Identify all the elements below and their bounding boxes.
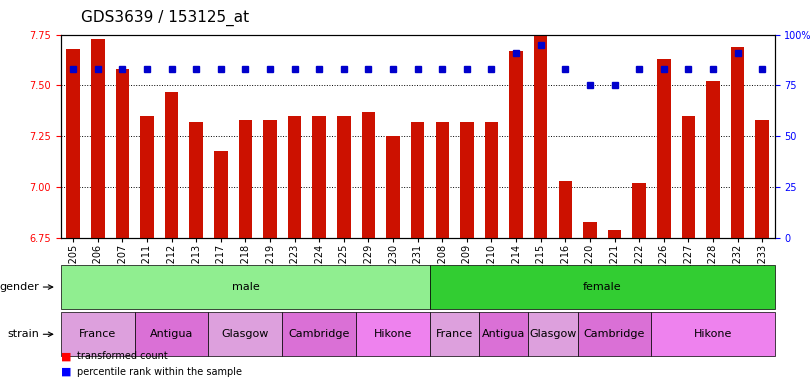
- Bar: [436, 122, 449, 238]
- Bar: [116, 69, 129, 238]
- Bar: [264, 120, 277, 238]
- Text: Glasgow: Glasgow: [221, 329, 269, 339]
- Bar: [190, 122, 203, 238]
- Bar: [214, 151, 228, 238]
- Bar: [460, 122, 474, 238]
- Bar: [559, 181, 572, 238]
- Bar: [67, 49, 80, 238]
- Bar: [681, 116, 695, 238]
- Bar: [165, 91, 178, 238]
- Bar: [485, 122, 498, 238]
- Text: Cambridge: Cambridge: [584, 329, 646, 339]
- Bar: [362, 112, 375, 238]
- Text: Glasgow: Glasgow: [530, 329, 577, 339]
- Bar: [386, 136, 400, 238]
- Bar: [755, 120, 769, 238]
- Text: ■: ■: [61, 351, 71, 361]
- Text: transformed count: transformed count: [77, 351, 168, 361]
- Bar: [288, 116, 302, 238]
- Text: France: France: [79, 329, 116, 339]
- Text: Antigua: Antigua: [482, 329, 526, 339]
- Bar: [534, 28, 547, 238]
- Bar: [607, 230, 621, 238]
- Bar: [312, 116, 326, 238]
- Bar: [706, 81, 719, 238]
- Text: Hikone: Hikone: [693, 329, 732, 339]
- Text: gender: gender: [0, 282, 39, 292]
- Bar: [633, 183, 646, 238]
- Bar: [337, 116, 350, 238]
- Bar: [411, 122, 424, 238]
- Text: ■: ■: [61, 367, 71, 377]
- Bar: [140, 116, 154, 238]
- Text: France: France: [436, 329, 473, 339]
- Text: Hikone: Hikone: [374, 329, 412, 339]
- Text: strain: strain: [7, 329, 39, 339]
- Bar: [731, 47, 744, 238]
- Text: Antigua: Antigua: [150, 329, 193, 339]
- Text: male: male: [231, 282, 260, 292]
- Text: Cambridge: Cambridge: [289, 329, 350, 339]
- Bar: [657, 59, 671, 238]
- Bar: [238, 120, 252, 238]
- Text: GDS3639 / 153125_at: GDS3639 / 153125_at: [81, 10, 249, 26]
- Text: percentile rank within the sample: percentile rank within the sample: [77, 367, 242, 377]
- Bar: [583, 222, 597, 238]
- Text: female: female: [583, 282, 621, 292]
- Bar: [509, 51, 523, 238]
- Bar: [91, 39, 105, 238]
